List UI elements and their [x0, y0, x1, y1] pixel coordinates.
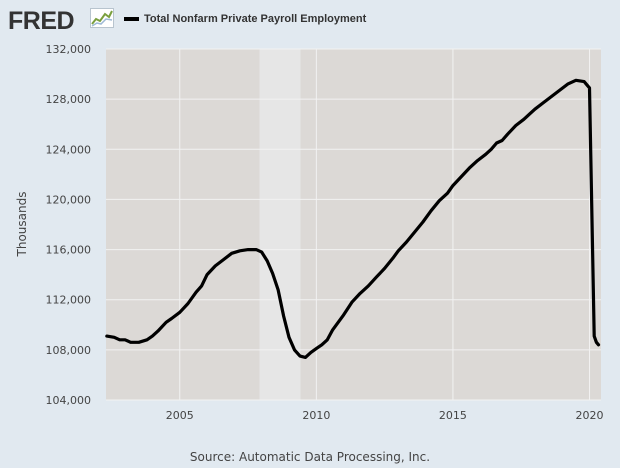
recession-shading	[259, 49, 301, 400]
y-tick-label: 124,000	[46, 143, 92, 156]
series-line	[105, 78, 601, 359]
plot-area	[106, 49, 601, 400]
line-chart-icon	[90, 8, 114, 28]
x-tick-label: 2020	[576, 409, 604, 422]
x-axis: 2005 2010 2015 2020	[166, 409, 604, 422]
y-tick-label: 104,000	[46, 394, 92, 407]
gridlines	[106, 48, 601, 401]
y-axis: 104,000 108,000 112,000 116,000 120,000 124,0…	[46, 43, 92, 407]
y-tick-label: 116,000	[46, 244, 92, 257]
y-axis-label: Thousands	[15, 191, 29, 257]
x-tick-label: 2010	[302, 409, 330, 422]
y-tick-label: 132,000	[46, 43, 92, 56]
x-tick-label: 2015	[439, 409, 467, 422]
y-tick-label: 108,000	[46, 344, 92, 357]
legend-label: Total Nonfarm Private Payroll Employment	[144, 13, 367, 25]
source-note: Source: Automatic Data Processing, Inc.	[189, 450, 431, 464]
fred-logo[interactable]: FRED	[8, 7, 75, 35]
y-tick-label: 120,000	[46, 193, 92, 206]
recession-band	[259, 49, 301, 400]
y-tick-label: 112,000	[46, 294, 92, 307]
y-tick-label: 128,000	[46, 93, 92, 106]
x-tick-label: 2005	[166, 409, 194, 422]
series-layer	[105, 78, 601, 359]
legend-swatch	[124, 17, 139, 21]
